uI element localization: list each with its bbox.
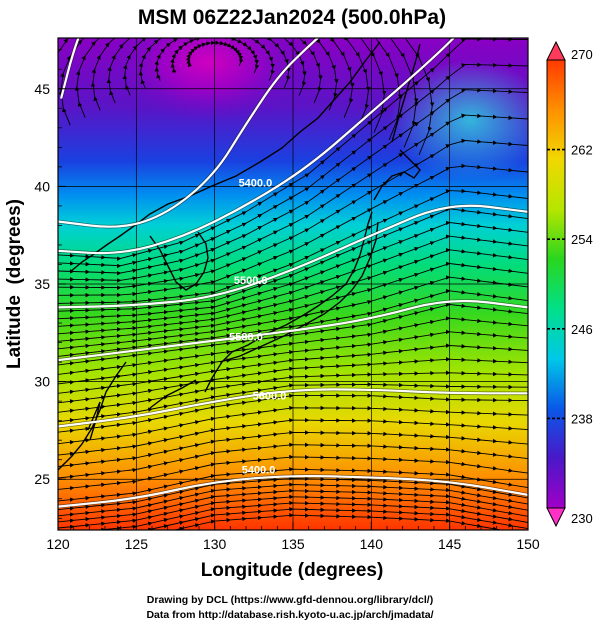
y-tick-label: 40 <box>34 178 50 194</box>
colorbar-top-arrow <box>546 40 566 61</box>
colorbar-label: 238 <box>571 411 593 426</box>
footer-data-source-line: Data from http://database.rish.kyoto-u.a… <box>146 609 433 621</box>
height-contour <box>58 38 320 228</box>
y-tick-label: 30 <box>34 374 50 390</box>
colorbar-label: 246 <box>571 322 593 337</box>
colorbar-ramp <box>546 59 566 509</box>
footer-credit-line: Drawing by DCL (https://www.gfd-dennou.o… <box>147 594 433 606</box>
height-contour <box>58 474 528 508</box>
colorbar-label: 270 <box>571 47 593 62</box>
height-contour <box>58 204 528 309</box>
colorbar-label: 262 <box>571 143 593 158</box>
x-tick-label: 135 <box>281 536 305 552</box>
height-contour <box>60 38 80 99</box>
y-tick-label: 45 <box>34 81 50 97</box>
colorbar: 270 262 254 246 238 230 <box>546 40 593 528</box>
x-axis-label: Longitude (degrees) <box>201 560 384 581</box>
contour-label: 5400.0 <box>242 464 276 476</box>
contour-label: 5580.0 <box>229 332 263 344</box>
contour-label: 5500.0 <box>234 275 268 287</box>
x-tick-label: 140 <box>360 536 384 552</box>
streamlines <box>58 38 528 530</box>
axis-ticks: 120 125 130 135 140 145 150 25 30 35 40 45 <box>34 49 540 552</box>
height-contour <box>58 299 528 362</box>
contour-label: 5400.0 <box>239 177 273 189</box>
height-contour <box>58 388 528 428</box>
y-tick-label: 35 <box>34 276 50 292</box>
map-title: MSM 06Z22Jan2024 (500.0hPa) <box>138 6 446 29</box>
streamline <box>58 38 528 262</box>
x-tick-label: 130 <box>203 536 227 552</box>
colorbar-label: 254 <box>571 232 593 247</box>
colorbar-marks: 270 262 254 246 238 230 <box>547 47 593 526</box>
x-tick-label: 145 <box>438 536 462 552</box>
colorbar-bottom-arrow <box>546 507 566 528</box>
x-tick-label: 120 <box>46 536 70 552</box>
x-tick-label: 150 <box>516 536 540 552</box>
y-tick-label: 25 <box>34 471 50 487</box>
plot-area: 5400.0 5600.0 5580.0 5500.0 5400.0 <box>58 38 528 530</box>
x-tick-label: 125 <box>125 536 149 552</box>
y-axis-label: Latitude (degrees) <box>4 199 25 369</box>
height-contours: 5400.0 5600.0 5580.0 5500.0 5400.0 <box>58 38 528 509</box>
contour-label: 5600.0 <box>253 390 287 402</box>
colorbar-label: 230 <box>571 511 593 526</box>
height-contour <box>58 38 456 255</box>
